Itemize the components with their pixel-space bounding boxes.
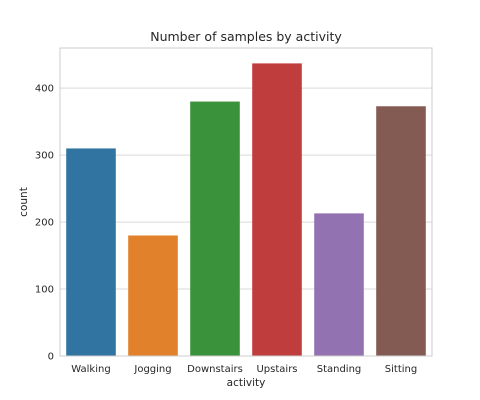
y-axis-ticks: 0 100 200 300 400 <box>35 84 54 363</box>
x-tick-label: Sitting <box>385 364 417 375</box>
y-tick-label: 100 <box>35 285 54 296</box>
bars <box>66 63 426 357</box>
x-tick-label: Standing <box>317 364 362 375</box>
y-tick-label: 400 <box>35 84 54 95</box>
bar-downstairs <box>190 101 240 356</box>
x-tick-label: Walking <box>71 364 110 375</box>
bar-jogging <box>128 235 178 356</box>
y-tick-label: 200 <box>35 218 54 229</box>
bar-walking <box>66 148 116 356</box>
x-axis-ticks: Walking Jogging Downstairs Upstairs Standing… <box>71 364 417 375</box>
y-axis-label: count <box>18 187 30 217</box>
x-axis-label: activity <box>227 377 266 389</box>
x-tick-label: Upstairs <box>256 364 297 375</box>
bar-upstairs <box>252 63 302 357</box>
plot-frame <box>59 47 433 357</box>
bar-sitting <box>376 106 426 357</box>
x-tick-label: Downstairs <box>187 364 243 375</box>
y-tick-label: 300 <box>35 151 54 162</box>
y-tick-label: 0 <box>48 352 54 363</box>
x-tick-label: Jogging <box>133 364 171 375</box>
bar-standing <box>314 213 364 356</box>
chart-title: Number of samples by activity <box>150 29 342 44</box>
